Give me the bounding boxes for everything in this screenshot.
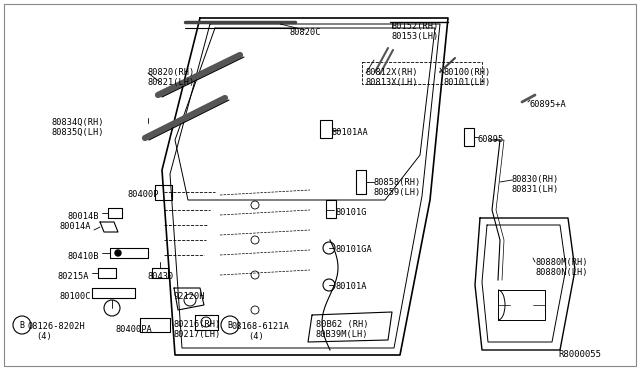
Text: 80859(LH): 80859(LH) — [374, 188, 421, 197]
Text: B: B — [227, 321, 232, 330]
Text: (4): (4) — [248, 332, 264, 341]
Text: 60895: 60895 — [478, 135, 504, 144]
Text: B: B — [19, 321, 24, 330]
Text: 80858(RH): 80858(RH) — [374, 178, 421, 187]
Text: 80014B: 80014B — [68, 212, 99, 221]
Text: 60895+A: 60895+A — [530, 100, 567, 109]
Text: R8000055: R8000055 — [558, 350, 601, 359]
Text: 80813X(LH): 80813X(LH) — [366, 78, 419, 87]
Text: 80101AA: 80101AA — [332, 128, 369, 137]
Text: 80821(LH): 80821(LH) — [148, 78, 195, 87]
Text: 80880M(RH): 80880M(RH) — [535, 258, 588, 267]
Text: 80100C: 80100C — [60, 292, 92, 301]
Text: 80B39M(LH): 80B39M(LH) — [316, 330, 369, 339]
Text: 80831(LH): 80831(LH) — [512, 185, 559, 194]
Text: 80101A: 80101A — [336, 282, 367, 291]
Text: 80812X(RH): 80812X(RH) — [366, 68, 419, 77]
Text: 80880N(LH): 80880N(LH) — [535, 268, 588, 277]
Text: 80820(RH): 80820(RH) — [148, 68, 195, 77]
Text: 80820C: 80820C — [289, 28, 321, 37]
Text: 92120H: 92120H — [174, 292, 205, 301]
Text: 80430: 80430 — [148, 272, 174, 281]
Text: 80216(RH): 80216(RH) — [174, 320, 221, 329]
Text: 80153(LH): 80153(LH) — [392, 32, 439, 41]
Text: 08126-8202H: 08126-8202H — [28, 322, 86, 331]
FancyBboxPatch shape — [320, 120, 332, 138]
Text: 80B62 (RH): 80B62 (RH) — [316, 320, 369, 329]
Text: 80100(RH): 80100(RH) — [444, 68, 492, 77]
Text: 80215A: 80215A — [58, 272, 90, 281]
Text: 80835Q(LH): 80835Q(LH) — [52, 128, 104, 137]
Text: 80410B: 80410B — [68, 252, 99, 261]
Circle shape — [115, 250, 121, 256]
Text: 80101G: 80101G — [336, 208, 367, 217]
Text: 80400PA: 80400PA — [116, 325, 153, 334]
FancyBboxPatch shape — [356, 170, 366, 194]
Text: (4): (4) — [36, 332, 52, 341]
Text: 80217(LH): 80217(LH) — [174, 330, 221, 339]
Text: 80834Q(RH): 80834Q(RH) — [52, 118, 104, 127]
Text: 80830(RH): 80830(RH) — [512, 175, 559, 184]
FancyBboxPatch shape — [326, 200, 336, 218]
Text: 80101GA: 80101GA — [336, 245, 372, 254]
Text: 08168-6121A: 08168-6121A — [232, 322, 290, 331]
Text: 80101(LH): 80101(LH) — [444, 78, 492, 87]
Text: 80400P: 80400P — [128, 190, 159, 199]
Text: 80152(RH): 80152(RH) — [392, 22, 439, 31]
Text: 80014A: 80014A — [60, 222, 92, 231]
FancyBboxPatch shape — [464, 128, 474, 146]
